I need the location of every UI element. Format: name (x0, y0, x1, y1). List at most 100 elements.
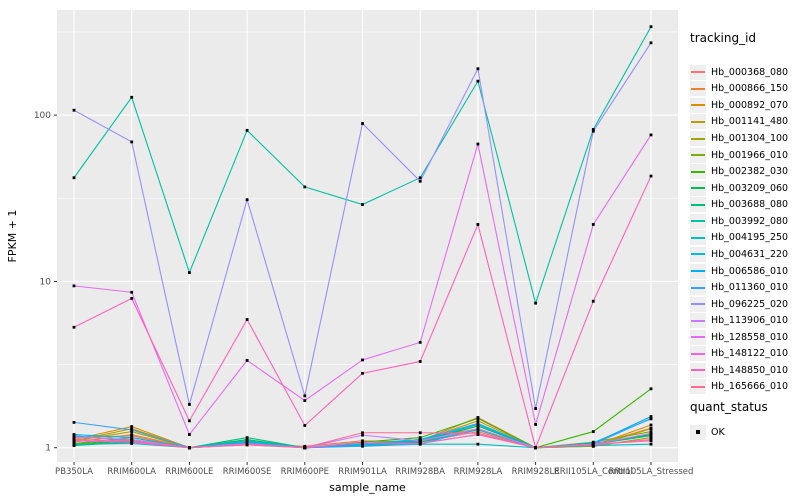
legend-label: Hb_096225_020 (711, 298, 789, 310)
point-marker (534, 301, 537, 305)
point-marker (245, 436, 249, 440)
point-marker (591, 299, 595, 303)
legend-label: Hb_003992_080 (711, 215, 789, 227)
point-marker (72, 284, 76, 288)
legend-item-Hb_113906_010: Hb_113906_010 (690, 312, 788, 329)
legend-item-Hb_000866_150: Hb_000866_150 (690, 81, 788, 98)
legend-label: Hb_001966_010 (711, 149, 789, 161)
point-marker (476, 427, 480, 431)
x-tick-label: RRIM600LA (107, 467, 156, 477)
legend-key-line-icon (690, 329, 706, 345)
x-tick-label: PB350LA (55, 467, 93, 477)
point-marker (418, 179, 422, 183)
x-tick-label: RRIM600PE (281, 467, 329, 477)
legend-key-line-icon (690, 379, 706, 395)
point-marker (649, 434, 653, 438)
point-marker (476, 67, 480, 71)
legend-label: Hb_004195_250 (711, 232, 789, 244)
legend-key-line-icon (690, 263, 706, 279)
legend-key-line-icon (690, 114, 706, 130)
point-marker (303, 394, 307, 398)
point-marker (591, 129, 595, 133)
point-marker (130, 430, 134, 433)
point-marker (591, 223, 595, 226)
point-marker (476, 142, 480, 146)
legend-item-Hb_001141_480: Hb_001141_480 (690, 114, 788, 131)
point-marker (188, 271, 191, 274)
point-marker (72, 108, 76, 112)
point-marker (591, 442, 595, 446)
y-axis-title: FPKM + 1 (6, 209, 19, 263)
x-tick-label: RRIM928BA (395, 467, 445, 477)
point-marker (649, 417, 653, 420)
legend-item-Hb_148850_010: Hb_148850_010 (690, 362, 788, 379)
legend-label: Hb_003209_060 (711, 182, 789, 194)
x-tick-label: RRIM600SE (223, 467, 272, 477)
point-marker (476, 419, 480, 423)
point-marker (591, 128, 595, 131)
legend-item-Hb_003992_080: Hb_003992_080 (690, 213, 788, 230)
point-marker (649, 387, 653, 391)
legend-key-line-icon (690, 131, 706, 147)
series-points (72, 25, 653, 450)
legend-key-line-icon (690, 346, 706, 362)
point-marker (245, 443, 249, 447)
point-marker (649, 436, 653, 440)
legend-label: Hb_003688_080 (711, 199, 789, 211)
point-marker (418, 436, 422, 440)
point-marker (649, 174, 653, 178)
x-tick-label: RRIM928LE (512, 467, 560, 477)
axis-ticks (54, 114, 652, 465)
x-tick-label: RRII105LA_Control (554, 467, 633, 477)
point-marker (361, 443, 364, 447)
point-marker (476, 431, 480, 435)
legend-key-line-icon (690, 246, 706, 262)
point-marker (476, 79, 480, 83)
point-marker (303, 185, 307, 189)
legend-key-line-icon (690, 230, 706, 246)
legend-label: Hb_002382_030 (711, 166, 789, 178)
legend-item-Hb_096225_020: Hb_096225_020 (690, 296, 788, 313)
legend-key-line-icon (690, 64, 706, 80)
point-marker (649, 427, 653, 431)
point-marker (303, 444, 307, 448)
legend-key-line-icon (690, 280, 706, 296)
point-marker (649, 439, 653, 443)
legend-item-Hb_148122_010: Hb_148122_010 (690, 346, 788, 363)
point-marker (72, 325, 76, 329)
point-marker (245, 439, 249, 443)
legend-label: Hb_165666_010 (711, 381, 789, 393)
point-marker (649, 415, 653, 418)
point-marker (188, 446, 191, 450)
point-marker (649, 431, 653, 435)
legend-item-Hb_004195_250: Hb_004195_250 (690, 230, 788, 247)
point-marker (245, 198, 249, 202)
legend-item-quant-ok: OK (690, 424, 725, 441)
point-marker (188, 419, 191, 423)
legend-key-line-icon (690, 81, 706, 97)
point-marker (72, 435, 76, 439)
point-marker (245, 358, 249, 362)
point-marker (72, 438, 76, 441)
point-marker (130, 428, 134, 432)
point-marker (361, 431, 364, 435)
legend-item-Hb_003209_060: Hb_003209_060 (690, 180, 788, 197)
point-marker (130, 290, 134, 294)
x-tick-label: RRIM928LA (454, 467, 503, 477)
point-marker (476, 417, 480, 420)
legend-label: Hb_000866_150 (711, 83, 789, 95)
point-marker (130, 95, 134, 99)
point-marker (72, 420, 76, 424)
point-marker (361, 444, 364, 448)
legend-label: Hb_011360_010 (711, 282, 789, 294)
point-marker (476, 223, 480, 226)
legend-label: Hb_001141_480 (711, 116, 789, 128)
point-marker (361, 358, 364, 362)
point-marker (418, 442, 422, 445)
legend-key-line-icon (690, 197, 706, 213)
y-tick-label: 100 (34, 111, 51, 121)
point-marker (476, 442, 480, 446)
legend-item-Hb_001966_010: Hb_001966_010 (690, 147, 788, 164)
